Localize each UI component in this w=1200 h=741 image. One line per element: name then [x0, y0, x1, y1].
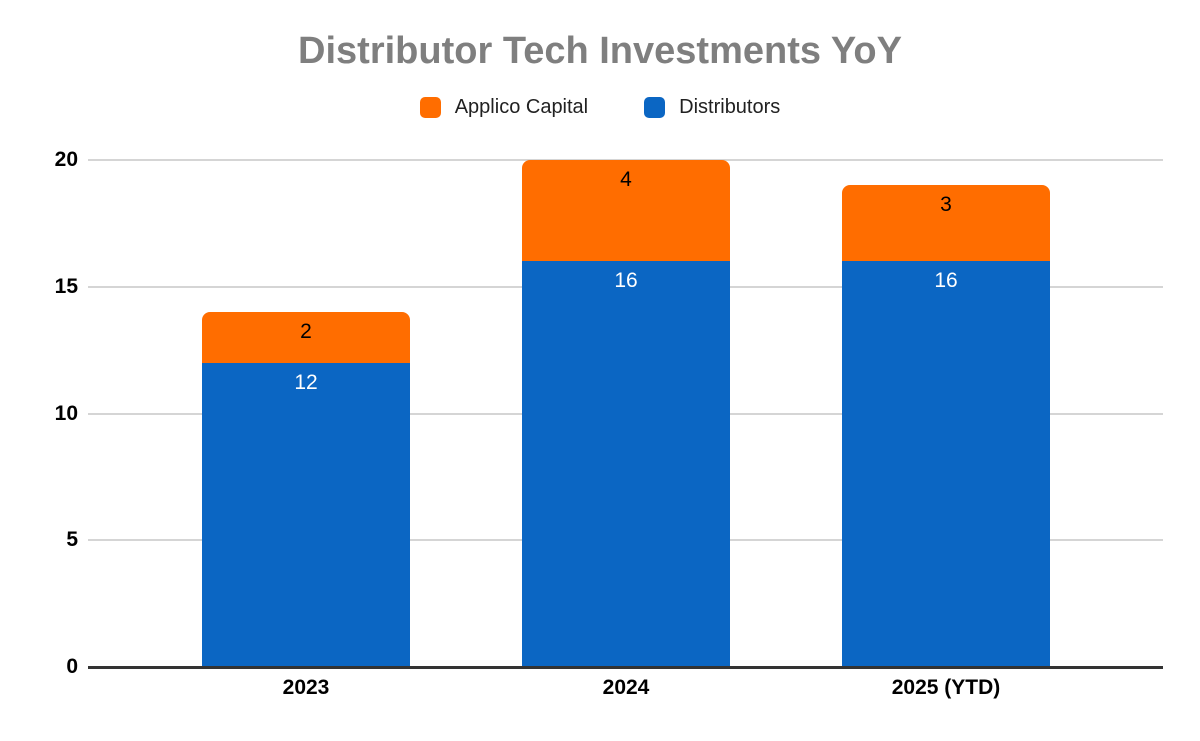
bar-2024: 4 16: [522, 160, 730, 667]
legend-swatch-icon: [644, 97, 666, 118]
x-tick-label-2024: 2024: [602, 676, 650, 699]
x-tick-label-2025-ytd-: 2025 (YTD): [891, 676, 1001, 699]
bar-value-label: 16: [614, 269, 638, 293]
legend-swatch-icon: [419, 97, 441, 118]
plot-area: 2 12 4 16 3 16: [88, 159, 1163, 669]
chart-title: Distributor Tech Investments YoY: [298, 30, 902, 72]
bar-value-label: 2: [300, 320, 312, 344]
legend-item-applico-capital: Applico Capital: [419, 96, 589, 119]
y-tick-label-5: 5: [66, 528, 78, 552]
bar-segment-applico-capital: 3: [842, 185, 1050, 262]
y-tick-label-15: 15: [54, 274, 78, 298]
legend-item-distributors: Distributors: [644, 96, 780, 119]
bar-segment-distributors: 16: [522, 261, 730, 667]
bar-segment-distributors: 12: [202, 362, 410, 667]
gridline-20: [88, 159, 1163, 161]
bar-value-label: 12: [294, 370, 318, 394]
bar-2025-ytd-: 3 16: [842, 185, 1050, 667]
x-tick-label-2023: 2023: [282, 676, 330, 699]
bar-value-label: 16: [934, 269, 958, 293]
bar-value-label: 4: [620, 168, 632, 192]
bar-segment-applico-capital: 4: [522, 160, 730, 262]
bar-value-label: 3: [940, 193, 952, 217]
y-tick-label-10: 10: [54, 401, 78, 425]
x-axis-baseline: [88, 666, 1163, 669]
legend-label: Applico Capital: [454, 96, 589, 118]
y-tick-label-0: 0: [66, 655, 78, 678]
bar-segment-applico-capital: 2: [202, 312, 410, 363]
bar-2023: 2 12: [202, 312, 410, 667]
legend-label: Distributors: [679, 96, 781, 118]
chart-legend: Applico Capital Distributors: [0, 96, 1200, 119]
bar-segment-distributors: 16: [842, 261, 1050, 667]
y-tick-label-20: 20: [54, 148, 78, 171]
